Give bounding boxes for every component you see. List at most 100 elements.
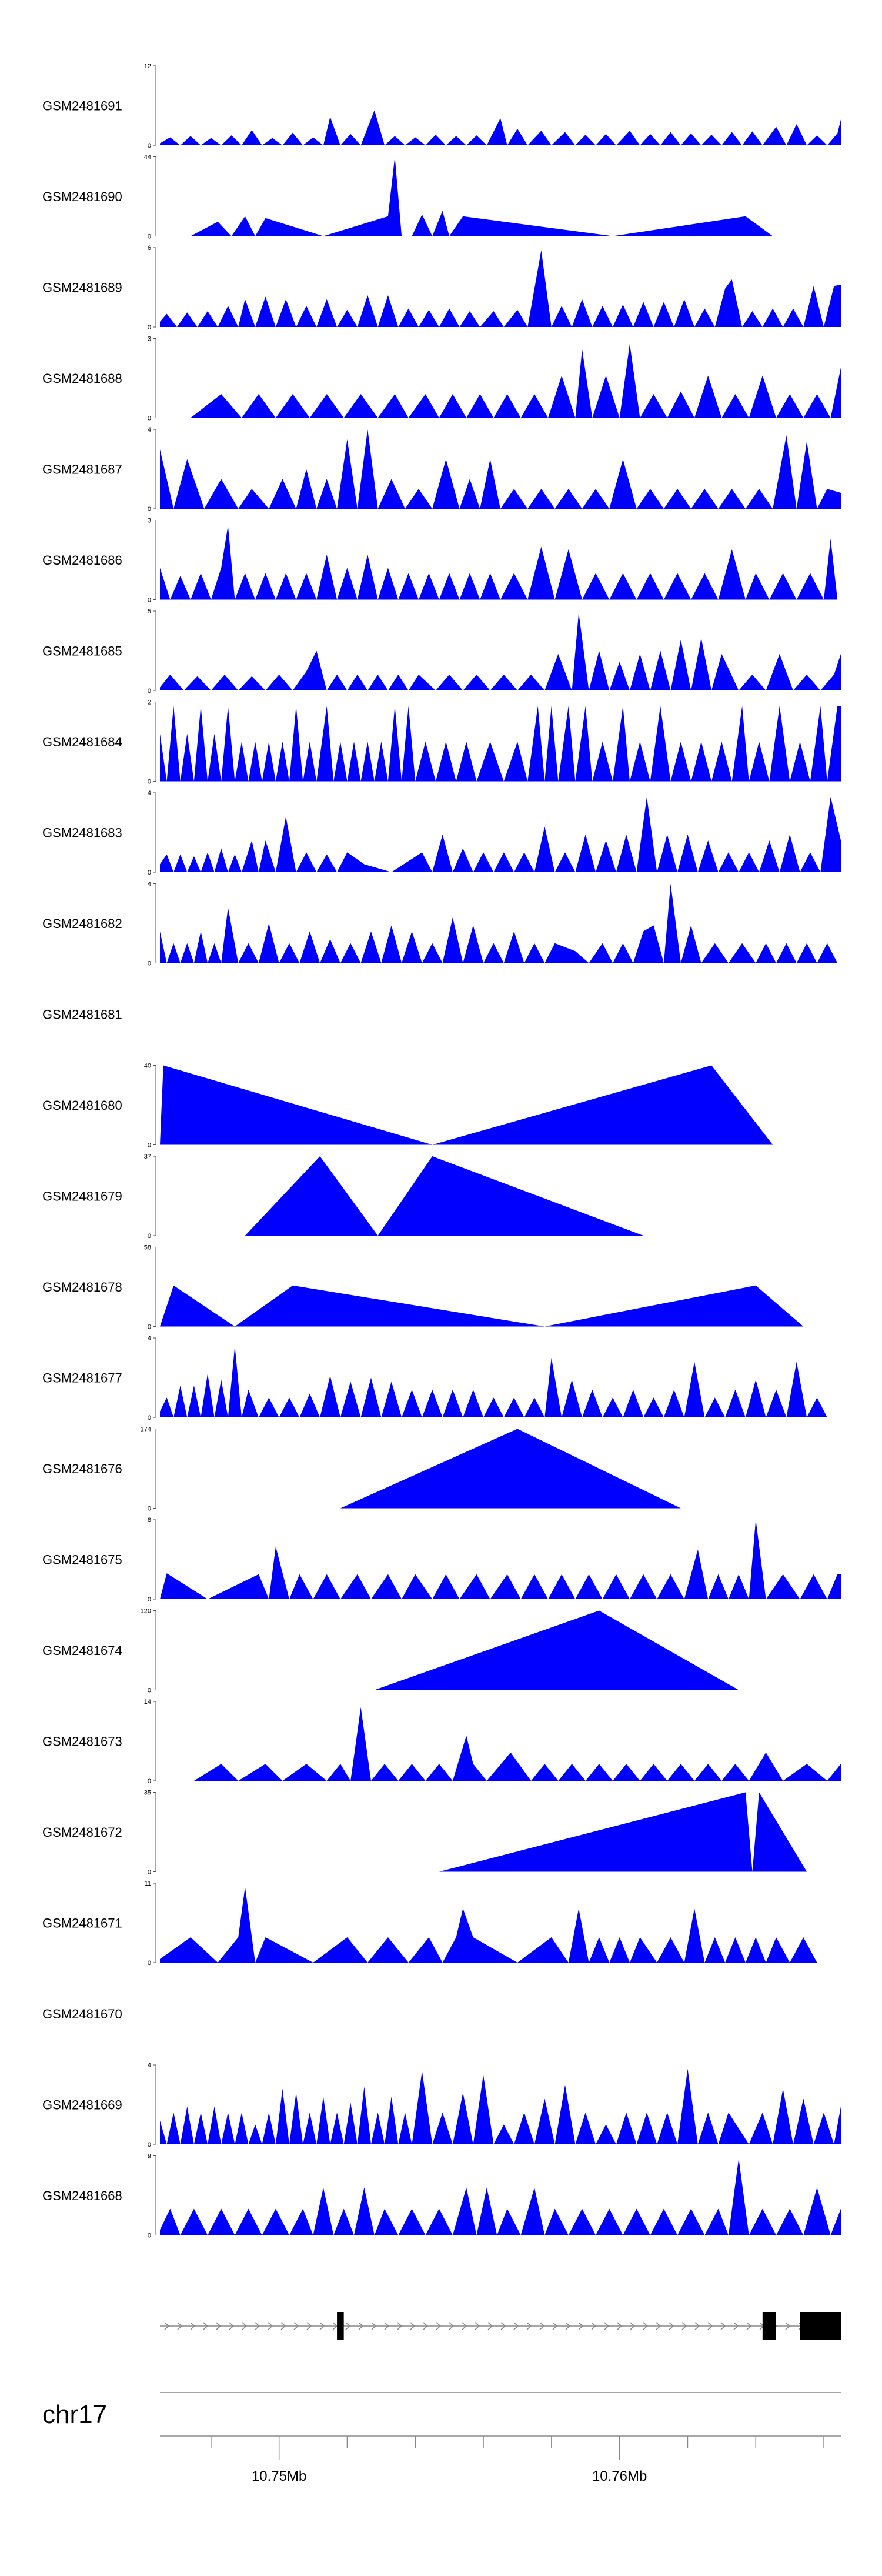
track-label: GSM2481678 [42,1280,122,1294]
track-GSM2481680: GSM2481680 40 0 [42,1063,773,1149]
track-GSM2481674: GSM2481674 120 0 [42,1608,739,1694]
track-GSM2481676: GSM2481676 174 0 [42,1426,681,1513]
strand-arrow-icon [358,2322,364,2330]
gene-model [160,2312,841,2340]
y-tick-label-max: 4 [148,1335,151,1342]
coverage-area [160,429,841,509]
strand-arrow-icon [164,2322,170,2330]
strand-arrow-icon [707,2322,713,2330]
y-tick-label-max: 8 [148,1517,151,1524]
track-label: GSM2481689 [42,281,122,295]
track-label: GSM2481673 [42,1734,122,1749]
strand-arrow-icon [565,2322,571,2330]
y-tick-label-min: 0 [148,779,151,786]
strand-arrow-icon [384,2322,390,2330]
coverage-area [374,1610,739,1690]
y-tick-label-max: 120 [141,1608,151,1615]
track-label: GSM2481668 [42,2188,122,2203]
coverage-area [245,1156,644,1236]
coverage-area [160,1285,804,1327]
track-GSM2481686: GSM2481686 3 0 [42,518,838,604]
y-tick-label-min: 0 [148,960,151,967]
strand-arrow-icon [733,2322,739,2330]
y-tick-label-max: 4 [148,881,151,888]
coverage-area [160,250,841,327]
track-GSM2481670: GSM2481670 [42,2007,122,2021]
track-label: GSM2481674 [42,1643,122,1658]
track-label: GSM2481683 [42,826,122,840]
y-tick-label-max: 11 [145,1880,151,1887]
strand-arrow-icon [177,2322,183,2330]
strand-arrow-icon [526,2322,532,2330]
track-GSM2481679: GSM2481679 37 0 [42,1153,644,1240]
track-GSM2481672: GSM2481672 35 0 [42,1790,807,1876]
track-GSM2481682: GSM2481682 4 0 [42,881,838,967]
y-tick-label-min: 0 [148,1596,151,1603]
coverage-area [160,796,841,872]
y-tick-label-min: 0 [148,869,151,876]
y-tick-label-max: 12 [144,63,151,70]
track-label: GSM2481675 [42,1553,122,1567]
track-label: GSM2481687 [42,462,122,477]
y-tick-label-min: 0 [148,415,151,422]
track-GSM2481677: GSM2481677 4 0 [42,1335,827,1422]
track-GSM2481673: GSM2481673 14 0 [42,1699,841,1785]
y-tick-label-min: 0 [148,2233,151,2240]
track-GSM2481683: GSM2481683 4 0 [42,790,841,876]
y-tick-label-min: 0 [148,1778,151,1785]
y-tick-label-min: 0 [148,1506,151,1513]
y-tick-label-min: 0 [148,1869,151,1876]
track-label: GSM2481686 [42,553,122,568]
coverage-area [160,1065,773,1145]
y-tick-label-min: 0 [148,1960,151,1967]
track-label: GSM2481677 [42,1371,122,1386]
axis-tick-label: 10.75Mb [252,2468,306,2484]
y-tick-label-min: 0 [148,324,151,331]
strand-arrow-icon [746,2322,752,2330]
track-GSM2481687: GSM2481687 4 0 [42,426,841,513]
coverage-area [160,1520,841,1599]
strand-arrow-icon [216,2322,222,2330]
y-tick-label-max: 58 [144,1244,151,1252]
strand-arrow-icon [306,2322,312,2330]
y-tick-label-max: 2 [148,699,151,706]
y-tick-label-max: 3 [148,518,151,525]
strand-arrow-icon [229,2322,235,2330]
strand-arrow-icon [423,2322,429,2330]
strand-arrow-icon [293,2322,299,2330]
strand-arrow-icon [578,2322,584,2330]
strand-arrow-icon [345,2322,351,2330]
track-label: GSM2481670 [42,2007,122,2021]
strand-arrow-icon [487,2322,493,2330]
strand-arrow-icon [280,2322,286,2330]
strand-arrow-icon [332,2322,338,2330]
strand-arrow-icon [630,2322,636,2330]
y-tick-label-max: 9 [148,2153,151,2160]
coverage-area [160,2158,841,2235]
strand-arrow-icon [617,2322,623,2330]
y-tick-label-max: 40 [144,1063,151,1070]
y-tick-label-min: 0 [148,597,151,604]
track-label: GSM2481680 [42,1098,122,1113]
exon [337,2312,344,2340]
coverage-area [193,1707,841,1781]
track-label: GSM2481685 [42,644,122,659]
coverage-area [191,343,841,418]
genome-axis: 10.75Mb 10.76Mb [160,2392,841,2484]
strand-arrow-icon [410,2322,416,2330]
track-GSM2481671: GSM2481671 11 0 [42,1880,817,1967]
axis-tick-label: 10.76Mb [592,2468,647,2484]
coverage-area [160,1346,827,1417]
track-GSM2481688: GSM2481688 3 0 [42,336,841,422]
coverage-area [340,1429,681,1509]
strand-arrow-icon [436,2322,442,2330]
y-tick-label-min: 0 [148,1687,151,1694]
y-tick-label-max: 44 [144,154,151,161]
track-label: GSM2481688 [42,371,122,386]
track-label: GSM2481669 [42,2098,122,2113]
track-GSM2481691: GSM2481691 12 0 [42,63,841,149]
track-label: GSM2481671 [42,1916,122,1931]
track-GSM2481684: GSM2481684 2 0 [42,699,841,786]
strand-arrow-icon [720,2322,726,2330]
track-GSM2481685: GSM2481685 5 0 [42,608,841,695]
